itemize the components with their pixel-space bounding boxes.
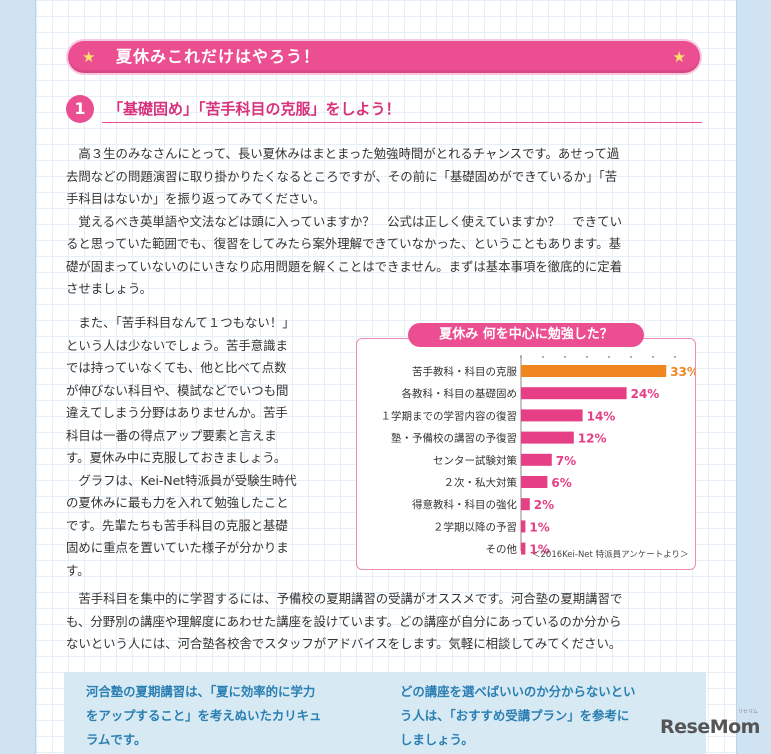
- info-text-right: どの講座を選べばいいのか分からないとい う人は、「おすすめ受講プラン」を参考に …: [400, 684, 636, 747]
- grid-dot: [630, 356, 632, 358]
- resemom-logo-text: ReseMom: [660, 716, 760, 738]
- bar: [521, 365, 667, 377]
- category-label: 塾・予備校の講習の予復習: [391, 432, 517, 445]
- resemom-logo: ReseMom リセマム: [660, 709, 760, 738]
- grid-dot: [564, 356, 566, 358]
- section-underline: [102, 122, 702, 123]
- info-box: 河合塾の夏期講習は、「夏に効率的に学力 をアップすること」を考えぬいたカリキュ …: [64, 672, 706, 754]
- value-label: 6%: [551, 476, 571, 490]
- bar: [521, 498, 530, 511]
- category-label: その他: [486, 543, 518, 556]
- star-icon: ★: [672, 48, 686, 66]
- bar: [521, 542, 526, 555]
- resemom-logo-sub: リセマム: [737, 709, 758, 715]
- section-number-badge: 1: [66, 95, 94, 123]
- closing-paragraph: 苦手科目を集中的に学習するには、予備校の夏期講習の受講がオススメです。河合塾の夏…: [66, 591, 623, 651]
- category-label: 各教科・科目の基礎固め: [402, 387, 518, 400]
- banner-title: 夏休みこれだけはやろう！: [116, 47, 321, 66]
- info-text-left: 河合塾の夏期講習は、「夏に効率的に学力 をアップすること」を考えぬいたカリキュ …: [86, 684, 322, 747]
- value-label: 1%: [529, 543, 549, 557]
- bar: [521, 387, 627, 400]
- page-sheet: ★ 夏休みこれだけはやろう！ ★ 1 「基礎固め」「苦手科目の克服」をしよう！ …: [36, 0, 736, 754]
- section-title: 「基礎固め」「苦手科目の克服」をしよう！: [108, 100, 401, 118]
- category-label: ２次・私大対策: [444, 476, 518, 489]
- grid-dot: [652, 356, 654, 358]
- bar-chart: 苦手教科・科目の克服 33% 各教科・科目の基礎固め 24% １学期までの学習内容の復習…: [381, 355, 699, 557]
- chart-title: 夏休み 何を中心に勉強した？: [408, 323, 644, 347]
- intro-paragraph: 高３生のみなさんにとって、長い夏休みはまとまった勉強時間がとれるチャンスです。あ…: [66, 146, 623, 296]
- value-label: 2%: [534, 498, 554, 512]
- value-label: 33%: [670, 365, 695, 379]
- value-label: 12%: [578, 432, 607, 446]
- category-label: センター試験対策: [433, 454, 517, 467]
- category-label: 得意教科・科目の強化: [412, 498, 517, 511]
- value-label: 24%: [631, 387, 660, 401]
- bar: [521, 431, 574, 444]
- bar: [521, 476, 548, 488]
- chart-source-note: ＜2016Kei-Net 特派員アンケートより＞: [532, 550, 689, 560]
- bar: [521, 453, 552, 466]
- grid-dot: [586, 356, 588, 358]
- bar: [521, 520, 526, 533]
- bar: [521, 409, 583, 422]
- side-paragraph: また、「苦手科目なんて１つもない！」 という人は少ないでしょう。苦手意識ま では…: [66, 315, 297, 578]
- grid-dot: [674, 356, 676, 358]
- category-label: ２学期以降の予習: [433, 520, 517, 533]
- category-label: 苦手教科・科目の克服: [412, 365, 517, 378]
- category-label: １学期までの学習内容の復習: [381, 409, 518, 422]
- value-label: 14%: [587, 409, 616, 423]
- star-icon: ★: [82, 48, 96, 66]
- grid-dot: [608, 356, 610, 358]
- value-label: 1%: [529, 520, 549, 534]
- chart-frame: 苦手教科・科目の克服 33% 各教科・科目の基礎固め 24% １学期までの学習内容の復習…: [356, 338, 699, 570]
- section-heading: 1 「基礎固め」「苦手科目の克服」をしよう！: [66, 95, 702, 125]
- value-label: 7%: [556, 454, 576, 468]
- section-banner: ★ 夏休みこれだけはやろう！ ★: [68, 41, 700, 73]
- grid-dot: [542, 356, 544, 358]
